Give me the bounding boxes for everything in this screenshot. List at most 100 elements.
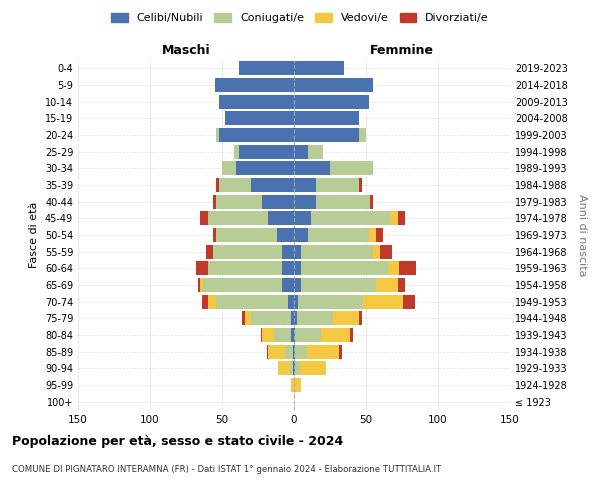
Bar <box>294 344 295 359</box>
Bar <box>376 278 398 292</box>
Bar <box>291 378 294 392</box>
Bar <box>216 128 219 142</box>
Bar <box>295 344 307 359</box>
Bar <box>239 62 294 76</box>
Text: Popolazione per età, sesso e stato civile - 2024: Popolazione per età, sesso e stato civil… <box>12 435 343 448</box>
Bar <box>225 112 294 126</box>
Bar <box>338 344 341 359</box>
Bar <box>222 162 236 175</box>
Bar <box>274 328 291 342</box>
Bar <box>278 361 290 376</box>
Bar <box>369 228 376 242</box>
Bar <box>214 244 283 259</box>
Bar <box>266 344 268 359</box>
Bar <box>294 228 308 242</box>
Bar <box>373 244 380 259</box>
Bar <box>268 344 286 359</box>
Bar <box>283 261 294 276</box>
Bar <box>293 344 294 359</box>
Bar <box>197 278 200 292</box>
Bar <box>388 261 399 276</box>
Bar <box>398 278 405 292</box>
Bar <box>208 294 216 308</box>
Bar <box>300 361 326 376</box>
Bar <box>268 211 294 226</box>
Bar <box>291 328 294 342</box>
Bar <box>294 328 295 342</box>
Bar <box>245 311 251 326</box>
Bar <box>359 178 362 192</box>
Bar <box>208 261 283 276</box>
Bar <box>295 328 322 342</box>
Bar <box>295 361 300 376</box>
Bar <box>262 194 294 209</box>
Bar <box>399 261 416 276</box>
Bar <box>294 294 298 308</box>
Bar <box>370 194 373 209</box>
Bar <box>200 278 203 292</box>
Bar <box>200 211 208 226</box>
Bar <box>216 228 277 242</box>
Bar <box>294 278 301 292</box>
Bar <box>216 194 262 209</box>
Bar <box>298 294 363 308</box>
Bar <box>214 228 216 242</box>
Bar <box>219 178 251 192</box>
Bar <box>316 194 370 209</box>
Bar <box>301 261 388 276</box>
Bar <box>294 112 359 126</box>
Bar <box>294 378 301 392</box>
Bar <box>216 294 288 308</box>
Bar <box>359 311 362 326</box>
Bar <box>398 211 405 226</box>
Bar <box>219 94 294 109</box>
Bar <box>363 294 403 308</box>
Bar <box>301 244 373 259</box>
Bar <box>219 128 294 142</box>
Bar <box>208 211 268 226</box>
Bar <box>403 294 415 308</box>
Bar <box>233 144 239 159</box>
Bar <box>330 162 373 175</box>
Bar <box>294 94 369 109</box>
Y-axis label: Anni di nascita: Anni di nascita <box>577 194 587 276</box>
Legend: Celibi/Nubili, Coniugati/e, Vedovi/e, Divorziati/e: Celibi/Nubili, Coniugati/e, Vedovi/e, Di… <box>107 8 493 28</box>
Bar <box>290 361 293 376</box>
Bar <box>359 128 366 142</box>
Bar <box>215 78 294 92</box>
Bar <box>294 211 311 226</box>
Bar <box>294 162 330 175</box>
Bar <box>293 361 294 376</box>
Bar <box>294 78 373 92</box>
Bar <box>214 194 216 209</box>
Bar <box>196 261 208 276</box>
Bar <box>286 344 293 359</box>
Bar <box>294 361 295 376</box>
Bar <box>308 228 369 242</box>
Bar <box>308 144 323 159</box>
Bar <box>216 178 219 192</box>
Bar <box>297 311 333 326</box>
Bar <box>261 328 262 342</box>
Bar <box>277 228 294 242</box>
Text: COMUNE DI PIGNATARO INTERAMNA (FR) - Dati ISTAT 1° gennaio 2024 - Elaborazione T: COMUNE DI PIGNATARO INTERAMNA (FR) - Dat… <box>12 465 441 474</box>
Bar <box>291 311 294 326</box>
Bar <box>251 311 291 326</box>
Y-axis label: Fasce di età: Fasce di età <box>29 202 39 268</box>
Bar <box>251 178 294 192</box>
Bar <box>288 294 294 308</box>
Bar <box>333 311 359 326</box>
Bar <box>391 211 398 226</box>
Bar <box>239 144 294 159</box>
Bar <box>203 278 283 292</box>
Bar <box>307 344 338 359</box>
Bar <box>294 178 316 192</box>
Bar <box>236 162 294 175</box>
Bar <box>202 294 208 308</box>
Text: Maschi: Maschi <box>161 44 211 57</box>
Bar <box>294 261 301 276</box>
Bar <box>294 311 297 326</box>
Text: Femmine: Femmine <box>370 44 434 57</box>
Bar <box>294 128 359 142</box>
Bar <box>242 311 245 326</box>
